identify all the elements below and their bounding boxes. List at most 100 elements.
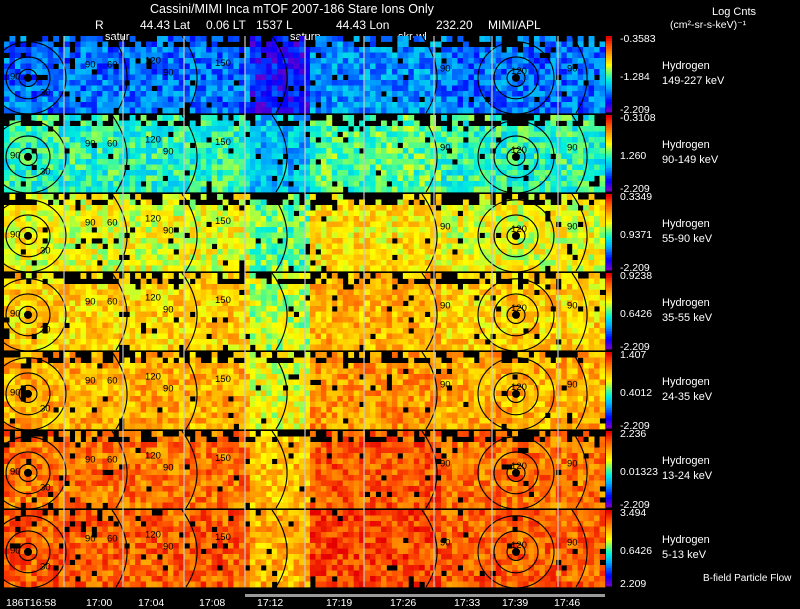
heatmap-cell [495, 216, 502, 222]
heatmap-cell [96, 52, 103, 59]
heatmap-cell [501, 85, 508, 92]
heatmap-cell [353, 295, 360, 301]
heatmap-cell [200, 137, 207, 143]
heatmap-cell [146, 69, 152, 75]
heatmap-cell [462, 153, 469, 160]
heatmap-cell [523, 289, 529, 296]
heatmap-cell [184, 148, 191, 154]
heatmap-cell [326, 137, 333, 143]
heatmap-cell [14, 115, 21, 121]
heatmap-cell [271, 153, 278, 160]
heatmap-cell [457, 47, 464, 53]
heatmap-cell [118, 181, 125, 187]
heatmap-cell [14, 74, 21, 81]
heatmap-cell [266, 221, 273, 228]
colorbar-segment [606, 247, 612, 251]
heatmap-cell [419, 181, 426, 187]
heatmap-cell [233, 216, 240, 222]
heatmap-cell [544, 254, 551, 261]
contour-label: 120 [511, 145, 527, 156]
heatmap-cell [435, 131, 442, 138]
heatmap-cell [528, 63, 535, 70]
heatmap-cell [342, 126, 349, 132]
colorbar-segment [606, 254, 612, 258]
heatmap-cell [512, 148, 518, 154]
heatmap-cell [282, 74, 289, 81]
heatmap-cell [75, 175, 81, 182]
heatmap-cell [64, 295, 70, 301]
heatmap-cell [359, 137, 365, 143]
heatmap-cell [167, 52, 174, 59]
heatmap-cell [91, 306, 98, 312]
heatmap-cell [588, 131, 595, 138]
heatmap-cell [129, 74, 136, 81]
heatmap-cell [69, 260, 76, 266]
heatmap-cell [555, 216, 562, 222]
heatmap-cell [462, 85, 469, 92]
heatmap-cell [75, 311, 81, 318]
heatmap-cell [222, 243, 229, 250]
heatmap-cell [326, 278, 333, 285]
heatmap-cell [178, 142, 185, 149]
heatmap-cell [31, 284, 38, 290]
heatmap-cell [244, 96, 251, 103]
heatmap-cell [424, 205, 431, 211]
heatmap-cell [386, 164, 393, 171]
heatmap-cell [277, 311, 284, 318]
heatmap-cell [58, 238, 65, 244]
heatmap-cell [446, 249, 453, 255]
heatmap-cell [20, 102, 27, 108]
heatmap-cell [391, 102, 398, 108]
heatmap-cell [244, 69, 251, 75]
contour-arc [571, 193, 588, 272]
heatmap-cell [124, 85, 131, 92]
heatmap-cell [206, 52, 213, 59]
heatmap-cell [107, 238, 114, 244]
heatmap-cell [353, 74, 360, 81]
heatmap-cell [9, 216, 16, 222]
heatmap-cell [80, 205, 87, 211]
heatmap-cell [359, 107, 365, 114]
heatmap-cell [566, 254, 573, 261]
heatmap-cell [80, 142, 87, 149]
heatmap-cell [25, 194, 32, 200]
heatmap-cell [320, 41, 327, 48]
heatmap-cell [544, 131, 551, 138]
heatmap-cell [331, 243, 338, 250]
heatmap-cell [140, 102, 147, 108]
heatmap-cell [293, 254, 300, 261]
heatmap-cell [566, 153, 573, 160]
heatmap-cell [20, 69, 27, 75]
heatmap-cell [452, 115, 458, 121]
heatmap-cell [326, 170, 333, 176]
heatmap-cell [342, 52, 349, 59]
heatmap-cell [359, 85, 365, 92]
heatmap-cell [14, 153, 21, 160]
heatmap-cell [452, 91, 458, 97]
heatmap-cell [555, 69, 562, 75]
heatmap-cell [260, 278, 267, 285]
heatmap-cell [435, 210, 442, 217]
heatmap-cell [222, 126, 229, 132]
heatmap-cell [266, 170, 273, 176]
heatmap-cell [528, 221, 535, 228]
heatmap-cell [36, 249, 43, 255]
heatmap-cell [102, 306, 109, 312]
heatmap-cell [255, 164, 262, 171]
heatmap-cell [299, 126, 305, 132]
heatmap-cell [309, 96, 316, 103]
heatmap-cell [299, 306, 305, 312]
heatmap-cell [31, 278, 38, 285]
heatmap-cell [20, 74, 27, 81]
heatmap-cell [211, 306, 218, 312]
heatmap-cell [490, 47, 497, 53]
heatmap-cell [20, 260, 27, 266]
heatmap-cell [391, 58, 398, 64]
heatmap-cell [435, 243, 442, 250]
heatmap-cell [47, 300, 54, 307]
heatmap-cell [331, 238, 338, 244]
heatmap-cell [386, 148, 393, 154]
contour-ring [5, 214, 51, 258]
heatmap-cell [375, 159, 382, 165]
heatmap-cell [31, 91, 38, 97]
